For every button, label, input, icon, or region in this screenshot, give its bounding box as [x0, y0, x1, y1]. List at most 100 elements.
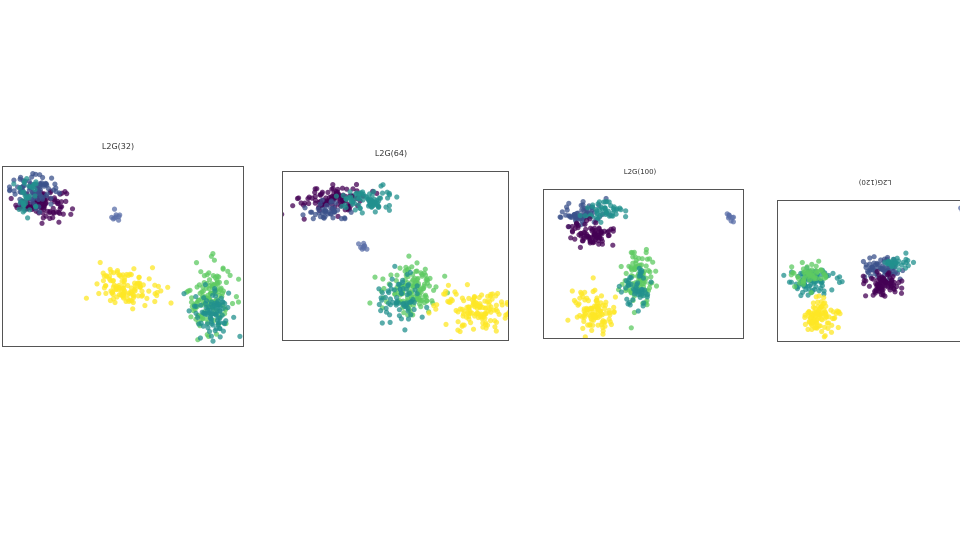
scatter-point — [51, 210, 57, 216]
scatter-point — [69, 206, 76, 212]
scatter-point — [604, 229, 610, 235]
scatter-point — [212, 328, 218, 334]
cluster-teal-5 — [376, 263, 430, 333]
scatter-point — [319, 197, 325, 203]
scatter-point — [407, 299, 413, 305]
scatter-point — [350, 201, 356, 207]
scatter-point — [886, 271, 892, 277]
scatter-point — [220, 288, 226, 294]
scatter-point — [394, 194, 400, 200]
scatter-point — [590, 275, 596, 281]
scatter-point — [121, 289, 127, 295]
scatter-point — [599, 241, 605, 247]
scatter-point — [645, 268, 652, 274]
scatter-point — [646, 256, 653, 262]
scatter-point — [896, 267, 902, 273]
scatter-point — [616, 283, 622, 289]
scatter-point — [419, 314, 425, 320]
scatter-point — [496, 311, 502, 317]
scatter-point — [728, 218, 734, 224]
scatter-point — [643, 263, 649, 269]
scatter-point — [56, 219, 62, 225]
scatter-point — [135, 293, 141, 299]
scatter-point — [217, 319, 223, 326]
scatter-point — [186, 308, 192, 314]
scatter-point — [890, 256, 896, 262]
scatter-point — [566, 200, 572, 206]
scatter-point — [572, 236, 578, 242]
scatter-point — [205, 292, 211, 298]
scatter-point — [414, 260, 420, 266]
scatter-point — [49, 175, 55, 181]
scatter-point — [828, 307, 834, 313]
scatter-point — [889, 279, 895, 285]
scatter-point — [37, 187, 43, 193]
scatter-point — [631, 309, 637, 316]
scatter-point — [32, 193, 38, 199]
scatter-point — [886, 259, 892, 265]
scatter-point — [559, 209, 565, 215]
scatter-point — [812, 274, 818, 281]
scatter-point — [899, 285, 905, 291]
scatter-point — [601, 199, 607, 205]
scatter-point — [610, 242, 616, 248]
scatter-point — [209, 299, 215, 305]
scatter-point — [653, 268, 659, 274]
scatter-point — [107, 297, 113, 304]
scatter-point — [457, 306, 463, 312]
scatter-point — [19, 189, 25, 195]
scatter-point — [227, 272, 233, 278]
scatter-point — [588, 315, 594, 321]
scatter-point — [866, 283, 872, 289]
scatter-point — [828, 329, 835, 335]
scatter-point — [125, 282, 131, 289]
scatter-point — [582, 230, 588, 236]
scatter-point — [130, 306, 136, 312]
scatter-point — [325, 189, 331, 195]
scatter-point — [372, 274, 378, 280]
scatter-point — [630, 260, 636, 266]
scatter-point — [380, 276, 386, 282]
scatter-point — [809, 319, 816, 325]
scatter-point — [880, 277, 886, 283]
scatter-point — [112, 215, 118, 221]
scatter-point — [191, 303, 198, 309]
scatter-point — [128, 272, 134, 278]
scatter-point — [26, 183, 32, 189]
scatter-point — [217, 315, 223, 321]
scatter-point — [405, 282, 412, 288]
cluster-yellow-2 — [802, 293, 843, 340]
scatter-point — [47, 215, 53, 221]
scatter-point — [400, 301, 406, 307]
scatter-point — [819, 310, 825, 317]
scatter-point — [887, 287, 893, 293]
scatter-point — [607, 312, 613, 318]
scatter-point — [635, 280, 641, 286]
scatter-point — [181, 291, 187, 297]
scatter-point — [339, 185, 346, 191]
scatter-point — [899, 262, 905, 268]
scatter-point — [618, 263, 624, 270]
scatter-point — [587, 305, 594, 311]
scatter-point — [144, 295, 150, 301]
panel-title-l2g-120: L2G(120) — [858, 178, 892, 186]
scatter-point — [424, 304, 430, 310]
scatter-point — [821, 334, 827, 340]
scatter-plot-l2g-100 — [557, 195, 737, 338]
scatter-point — [442, 291, 448, 297]
scatter-point — [893, 260, 899, 266]
scatter-point — [580, 202, 586, 208]
cluster-green-1 — [788, 258, 829, 296]
scatter-point — [21, 180, 27, 186]
scatter-point — [653, 283, 660, 289]
scatter-point — [94, 281, 100, 287]
scatter-point — [868, 275, 875, 281]
scatter-point — [165, 284, 171, 290]
scatter-point — [386, 289, 392, 296]
scatter-point — [798, 292, 804, 299]
scatter-point — [598, 293, 605, 299]
scatter-point — [406, 290, 412, 296]
scatter-point — [387, 296, 393, 302]
scatter-point — [601, 319, 607, 325]
scatter-point — [30, 171, 36, 177]
